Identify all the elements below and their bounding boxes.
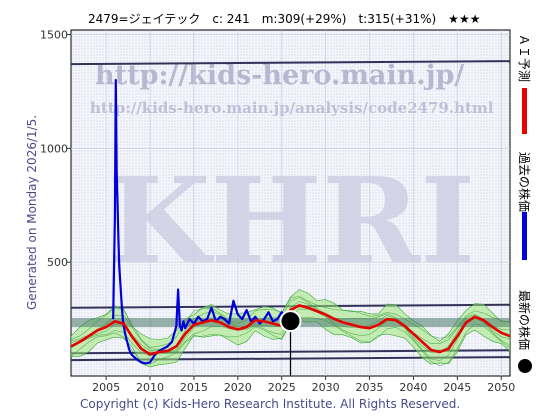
legend-label-ai: ＡＩ予測 [517, 34, 531, 82]
x-tick-label-2020: 2020 [224, 381, 252, 394]
ensemble-line-4 [71, 295, 510, 348]
current-point-marker [279, 310, 302, 333]
x-tick-label-2040: 2040 [399, 381, 427, 394]
chart-title: 2479=ジェイテック c: 241 m:309(+29%) t:315(+31… [88, 12, 480, 26]
ensemble-line-3 [71, 297, 510, 351]
legend-swatch-past [522, 212, 527, 260]
legend-label-latest: 最新の株価 [517, 290, 532, 350]
watermark-url: http://kids-hero.main.jp/ [95, 60, 464, 91]
legend-swatch-ai [522, 88, 527, 134]
legend-label-past: 過去の株価 [517, 152, 532, 212]
reference-line-0 [71, 60, 510, 66]
x-tick-label-2030: 2030 [312, 381, 340, 394]
y-tick-label-500: 500 [47, 256, 68, 269]
x-tick-label-2015: 2015 [180, 381, 208, 394]
watermark-analysis-url: http://kids-hero.main.jp/analysis/code24… [90, 99, 494, 117]
x-tick-label-2005: 2005 [92, 381, 120, 394]
legend: ＡＩ予測 過去の株価 最新の株価 [517, 34, 532, 373]
ai-forecast-line-0 [71, 304, 510, 356]
past-price-line-0 [112, 78, 292, 365]
current-point-layer [279, 310, 302, 376]
x-tick-label-2050: 2050 [487, 381, 515, 394]
y-tick-label-1000: 1000 [40, 142, 68, 155]
x-tick-label-2025: 2025 [268, 381, 296, 394]
watermark: http://kids-hero.main.jp/ http://kids-he… [90, 60, 494, 290]
series-lines [71, 78, 510, 365]
watermark-logo: KHRI [108, 151, 475, 290]
legend-dot-latest [518, 359, 532, 373]
x-tick-label-2010: 2010 [136, 381, 164, 394]
x-tick-label-2045: 2045 [443, 381, 471, 394]
generated-note: Generated on Monday 2026/1/5. [25, 115, 39, 310]
y-tick-label-1500: 1500 [40, 29, 68, 42]
copyright: Copyright (c) Kids-Hero Research Institu… [80, 397, 460, 411]
x-tick-label-2035: 2035 [356, 381, 384, 394]
axis-ticks: 2005 2010 2015 2020 2025 2030 2035 2040 2045 2050… [40, 29, 515, 394]
